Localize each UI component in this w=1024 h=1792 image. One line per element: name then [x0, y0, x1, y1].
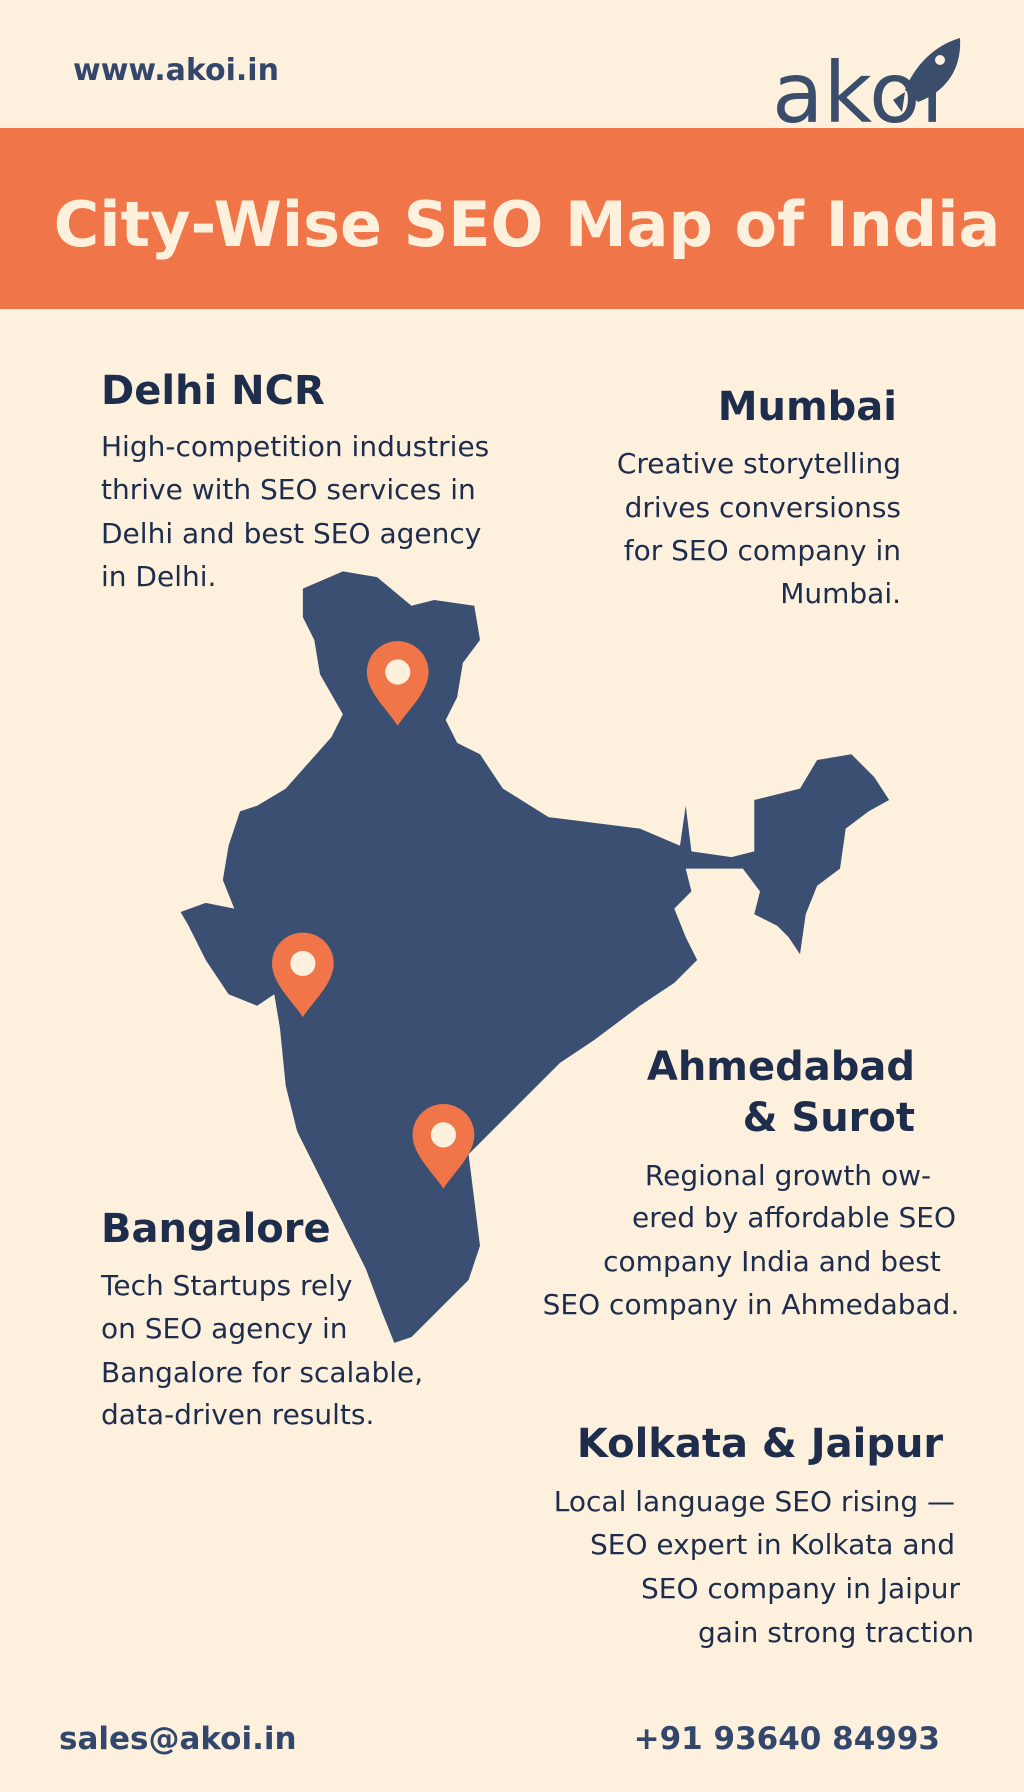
footer-phone: +91 93640 84993 — [634, 1721, 940, 1757]
section-text: Regional growth ow- — [645, 1159, 931, 1192]
section-text: High-competition industries — [101, 430, 489, 463]
section-text: Mumbai. — [780, 577, 901, 610]
section-text: Delhi and best SEO agency — [101, 517, 481, 550]
section-text: Local language SEO rising — — [554, 1485, 955, 1518]
map-shape — [180, 571, 890, 1343]
banner-title: City-Wise SEO Map of India — [54, 188, 1001, 261]
section-text: in Delhi. — [101, 560, 216, 593]
section-title: Kolkata & Jaipur — [577, 1421, 944, 1467]
section-text: company India and best — [603, 1245, 941, 1278]
pin — [366, 641, 429, 726]
section-text: SEO company in Jaipur — [641, 1572, 960, 1605]
banner — [0, 128, 1024, 309]
section-text: on SEO agency in — [101, 1312, 347, 1345]
section-text: data-driven results. — [101, 1398, 374, 1431]
pin — [412, 1103, 475, 1189]
section-text: for SEO company in — [624, 534, 901, 567]
india-map — [180, 571, 890, 1343]
section-text: Tech Startups rely — [100, 1269, 353, 1302]
section-text: thrive with SEO services in — [101, 473, 476, 506]
website: www.akoi.in — [73, 53, 279, 88]
section-text: gain strong traction — [698, 1616, 974, 1649]
section-text: ered by affordable SEO — [632, 1201, 956, 1234]
pin — [271, 932, 334, 1018]
section-text: Bangalore for scalable, — [101, 1356, 423, 1389]
section-title: Ahmedabad — [647, 1044, 915, 1090]
section-text: SEO expert in Kolkata and — [590, 1528, 955, 1561]
footer-email: sales@akoi.in — [59, 1721, 297, 1757]
section-text: drives conversionss — [625, 491, 901, 524]
section-title: Mumbai — [718, 384, 897, 430]
section-title: & Surot — [743, 1095, 915, 1141]
logo-rocket-window — [935, 55, 945, 65]
section-title: Bangalore — [101, 1206, 331, 1252]
section-text: SEO company in Ahmedabad. — [543, 1288, 960, 1321]
section-text: Creative storytelling — [617, 447, 901, 480]
section-title: Delhi NCR — [101, 368, 325, 414]
